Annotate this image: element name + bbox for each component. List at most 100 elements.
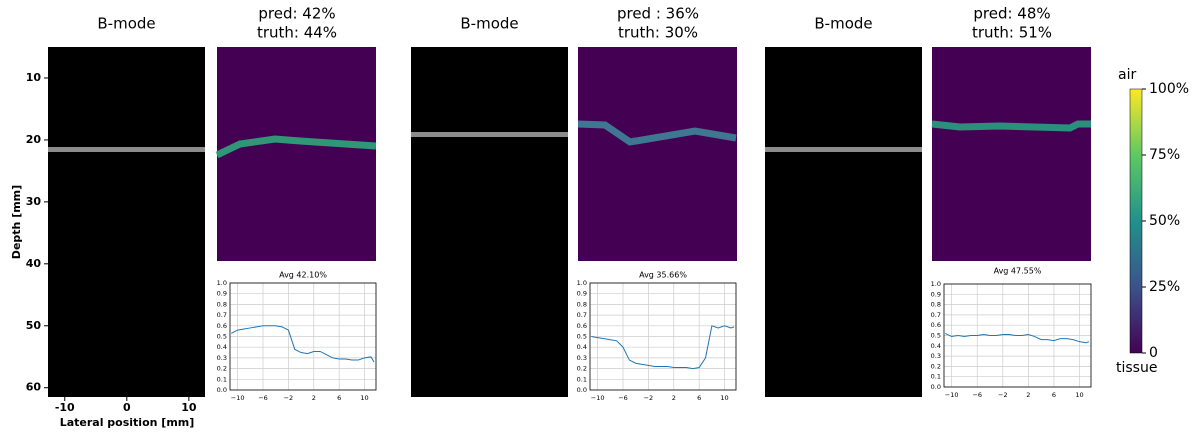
y-tick-label: 0.1 [217, 375, 227, 383]
y-tick-label: 0.0 [217, 386, 227, 394]
y-tick-label: 50 [26, 319, 42, 332]
bmode-reflector [411, 132, 568, 137]
y-tick-label: 1.0 [931, 280, 941, 288]
y-tick-label: 1.0 [577, 279, 587, 287]
x-tick-label: −6 [258, 394, 268, 402]
x-axis-label: Lateral position [mm] [60, 416, 195, 429]
y-tick-label: 0.1 [577, 375, 587, 383]
x-tick-label: 10 [720, 394, 728, 402]
y-tick-label: 0.9 [577, 290, 587, 298]
bmode-title: B-mode [460, 15, 518, 33]
y-tick-label: 30 [26, 195, 42, 208]
x-tick-label: 2 [672, 394, 676, 402]
data-line [231, 325, 375, 363]
chart-title: Avg 35.66% [639, 271, 687, 280]
y-axis-label: Depth [mm] [10, 185, 23, 259]
colorbar-tick-label: 75% [1149, 147, 1180, 163]
pred-map [932, 47, 1091, 261]
y-tick-label: 0.0 [931, 383, 941, 391]
y-tick-label: 0.1 [931, 373, 941, 381]
x-tick-label: 2 [1026, 391, 1030, 399]
colorbar-tick-label: 100% [1149, 81, 1189, 97]
y-tick-label: 0.8 [931, 301, 941, 309]
pred-map [578, 47, 737, 261]
y-tick-label: 10 [26, 71, 42, 84]
y-tick-label: 0.3 [577, 354, 587, 362]
pred-map [217, 47, 376, 261]
x-tick-label: 10 [181, 401, 197, 414]
data-line [945, 332, 1090, 344]
bmode-fade [411, 47, 568, 397]
truth-title: truth: 30% [618, 24, 698, 42]
y-tick-label: 0.2 [577, 365, 587, 373]
x-tick-label: 0 [123, 401, 131, 414]
y-tick-label: 20 [26, 133, 42, 146]
colorbar-tick-label: 50% [1149, 213, 1180, 229]
y-tick-label: 0.6 [931, 321, 941, 329]
y-tick-label: 0.3 [217, 354, 227, 362]
colorbar [1129, 88, 1143, 354]
x-tick-label: 6 [337, 394, 341, 402]
y-tick-label: 0.8 [217, 300, 227, 308]
x-tick-label: −2 [284, 394, 294, 402]
truth-title: truth: 51% [972, 24, 1052, 42]
bmode-reflector [765, 147, 922, 152]
x-tick-label: 6 [697, 394, 701, 402]
x-tick-label: −6 [972, 391, 982, 399]
y-tick-label: 0.2 [217, 365, 227, 373]
pred-title: pred: 42% [258, 5, 335, 23]
y-tick-label: 40 [26, 257, 42, 270]
y-tick-label: 1.0 [217, 279, 227, 287]
truth-title: truth: 44% [257, 24, 337, 42]
chart-title: Avg 42.10% [279, 271, 327, 280]
chart-title: Avg 47.55% [994, 267, 1042, 276]
x-tick-label: −2 [644, 394, 654, 402]
y-tick-label: 0.4 [577, 343, 587, 351]
y-tick-label: 0.7 [577, 311, 587, 319]
y-tick-label: 0.4 [217, 343, 227, 351]
pred-title: pred: 48% [973, 5, 1050, 23]
bmode-fade [48, 47, 205, 397]
x-tick-label: 2 [312, 394, 316, 402]
colorbar-tick-label: 25% [1149, 279, 1180, 295]
plot-frame [229, 282, 377, 391]
y-tick-label: 0.7 [217, 311, 227, 319]
y-tick-label: 0.6 [217, 322, 227, 330]
x-tick-label: −6 [618, 394, 628, 402]
colorbar-top-label: air [1118, 67, 1136, 83]
pred-band [931, 120, 1091, 132]
y-tick-label: 0.0 [577, 386, 587, 394]
y-tick-label: 0.8 [577, 300, 587, 308]
colorbar-bottom-label: tissue [1116, 360, 1157, 376]
y-tick-label: 60 [26, 381, 42, 394]
data-line [591, 325, 735, 370]
x-tick-label: −2 [998, 391, 1008, 399]
bmode-title: B-mode [97, 15, 155, 33]
pred-band [215, 135, 377, 159]
colorbar-tick-label: 0 [1149, 345, 1158, 361]
pred-band [577, 120, 737, 146]
y-tick-label: 0.4 [931, 342, 941, 350]
pred-title: pred : 36% [617, 5, 699, 23]
bmode-fade [765, 47, 922, 397]
x-tick-label: −10 [231, 394, 245, 402]
bmode-reflector [48, 147, 205, 152]
x-tick-label: −10 [591, 394, 605, 402]
x-tick-label: 6 [1052, 391, 1056, 399]
y-tick-label: 0.9 [217, 290, 227, 298]
x-tick-label: 10 [1075, 391, 1083, 399]
y-tick-label: 0.5 [931, 332, 941, 340]
plot-frame [589, 282, 737, 391]
y-tick-label: 0.7 [931, 311, 941, 319]
x-tick-label: -10 [55, 401, 75, 414]
bmode-title: B-mode [814, 15, 872, 33]
plot-frame [943, 283, 1092, 388]
x-tick-label: 10 [360, 394, 368, 402]
y-tick-label: 0.2 [931, 362, 941, 370]
y-tick-label: 0.5 [217, 333, 227, 341]
y-tick-label: 0.6 [577, 322, 587, 330]
x-tick-label: −10 [945, 391, 959, 399]
y-tick-label: 0.3 [931, 352, 941, 360]
